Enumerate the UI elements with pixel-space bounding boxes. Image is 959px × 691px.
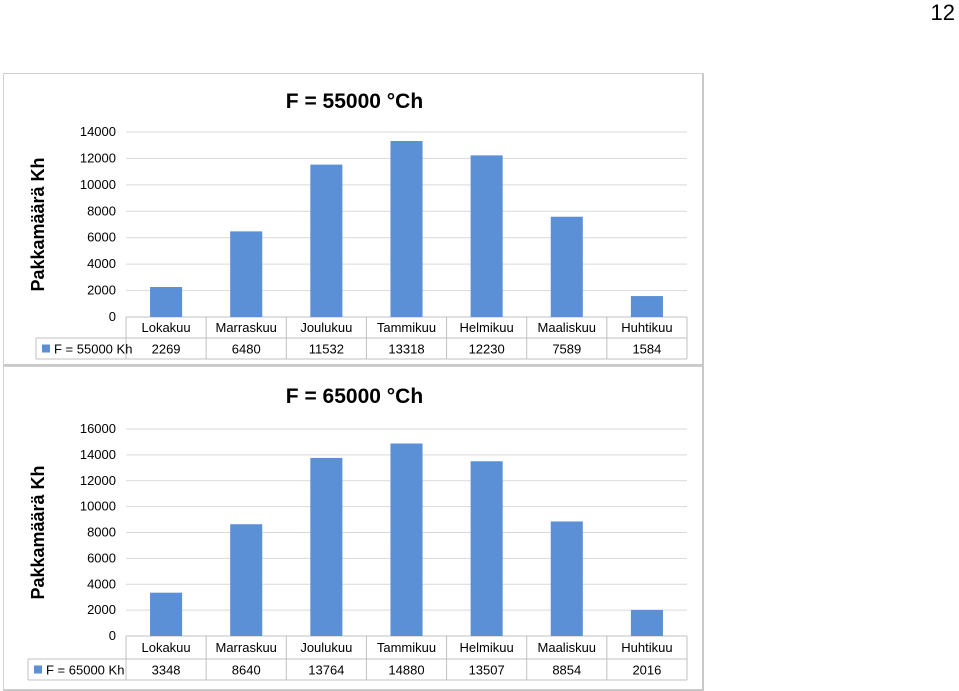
y-tick-label: 2000: [87, 602, 116, 617]
chart-f65000-svg: F = 65000 °Ch Pakkamäärä Kh 0 2000 4000 6000 8…: [27, 385, 688, 681]
y-tick-label: 10000: [80, 499, 116, 514]
table-value-cell: 13318: [388, 342, 424, 357]
bar-marraskuu: [230, 231, 263, 317]
legend-key: [42, 344, 50, 353]
y-tick-label: 16000: [80, 421, 116, 436]
table-value-cell: 12230: [469, 342, 505, 357]
x-category-label: Maaliskuu: [538, 640, 597, 655]
y-tick-label: 12000: [80, 150, 116, 165]
bar-huhtikuu: [630, 296, 663, 317]
table-value-cell: 7589: [552, 342, 581, 357]
x-category-label: Marraskuu: [216, 320, 277, 335]
bar-tammikuu: [390, 443, 423, 636]
x-category-label: Huhtikuu: [621, 320, 672, 335]
x-category-label: Lokakuu: [141, 320, 190, 335]
x-category-label: Helmikuu: [460, 640, 514, 655]
y-tick-label: 6000: [87, 550, 116, 565]
table-value-cell: 3348: [152, 663, 181, 678]
bar-helmikuu: [470, 155, 503, 317]
x-category-label: Helmikuu: [460, 320, 514, 335]
y-tick-label: 14000: [80, 447, 116, 462]
bar-maaliskuu: [550, 521, 583, 636]
x-category-label: Joulukuu: [300, 320, 352, 335]
y-tick-label: 0: [109, 309, 116, 324]
table-value-cell: 14880: [388, 663, 424, 678]
x-category-label: Maaliskuu: [538, 320, 597, 335]
table-value-cell: 2016: [632, 663, 661, 678]
y-tick-label: 0: [109, 628, 116, 643]
table-value-cell: 8640: [232, 663, 261, 678]
y-axis-label: Pakkamäärä Kh: [28, 465, 48, 599]
x-category-label: Lokakuu: [141, 640, 190, 655]
bar-joulukuu: [310, 164, 343, 317]
x-category-label: Tammikuu: [377, 640, 436, 655]
y-tick-label: 6000: [87, 230, 116, 245]
y-axis-label: Pakkamäärä Kh: [28, 157, 48, 291]
y-tick-label: 14000: [80, 124, 116, 139]
page-number: 12: [930, 0, 955, 25]
y-tick-label: 4000: [87, 256, 116, 271]
chart-title: F = 55000 °Ch: [286, 90, 423, 113]
bar-helmikuu: [470, 461, 503, 636]
table-value-cell: 2269: [152, 342, 181, 357]
table-value-cell: 1584: [632, 342, 661, 357]
table-value-cell: 6480: [232, 342, 261, 357]
bar-huhtikuu: [630, 609, 663, 636]
bar-lokakuu: [150, 287, 183, 317]
table-value-cell: 8854: [552, 663, 581, 678]
table-value-cell: 13764: [308, 663, 344, 678]
chart-f55000-svg: F = 55000 °Ch Pakkamäärä Kh 0 2000 4000 6000 8…: [28, 90, 688, 360]
table-value-cell: 13507: [469, 663, 505, 678]
x-category-label: Tammikuu: [377, 320, 436, 335]
x-category-label: Marraskuu: [216, 640, 277, 655]
bar-lokakuu: [150, 592, 183, 636]
legend-series-name: F = 55000 Kh: [54, 342, 132, 357]
legend-key: [34, 665, 42, 674]
y-tick-label: 8000: [87, 203, 116, 218]
x-category-label: Joulukuu: [300, 640, 352, 655]
table-value-cell: 11532: [309, 342, 344, 357]
y-tick-label: 4000: [87, 576, 116, 591]
chart-panel-f65000: F = 65000 °Ch Pakkamäärä Kh 0 2000 4000 6000 8…: [3, 366, 704, 691]
y-tick-label: 8000: [87, 525, 116, 540]
y-tick-label: 12000: [80, 473, 116, 488]
y-tick-label: 10000: [80, 177, 116, 192]
chart-panel-f55000: F = 55000 °Ch Pakkamäärä Kh 0 2000 4000 6000 8…: [3, 73, 704, 366]
legend-series-name: F = 65000 Kh: [46, 663, 124, 678]
bar-maaliskuu: [550, 216, 583, 317]
bar-tammikuu: [390, 141, 423, 317]
bar-joulukuu: [310, 457, 343, 636]
chart-title: F = 65000 °Ch: [286, 385, 423, 408]
bar-marraskuu: [230, 524, 263, 636]
y-tick-label: 2000: [87, 283, 116, 298]
x-category-label: Huhtikuu: [621, 640, 672, 655]
